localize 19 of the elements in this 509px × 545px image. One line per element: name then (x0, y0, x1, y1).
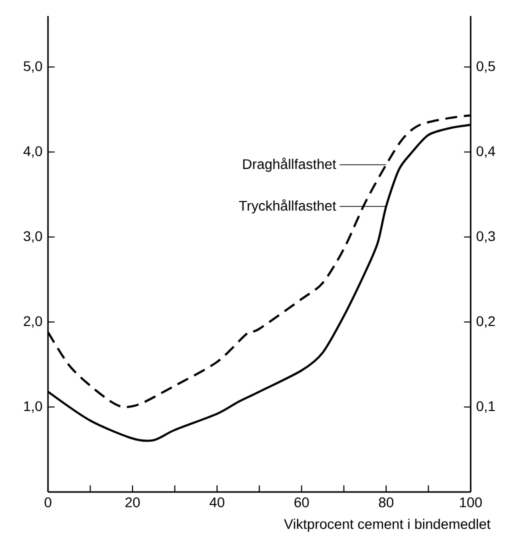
x-tick-label: 40 (210, 497, 224, 508)
annotation: Draghållfasthet (243, 158, 336, 172)
x-tick-label: 20 (125, 497, 140, 508)
y-tick-label: 5,0 (24, 61, 42, 73)
y2-tick-label: 0,2 (476, 316, 495, 328)
y2-tick-label: 0,1 (476, 401, 495, 413)
y-tick-label: 4,0 (23, 146, 42, 158)
annotation: Tryckhållfasthet (239, 199, 336, 214)
y-tick-label: 1,0 (24, 401, 42, 413)
y-tick-label: 2,0 (24, 316, 42, 328)
y2-tick-label: 0,4 (476, 146, 496, 158)
y-tick-label: 3,0 (24, 231, 42, 243)
y2-tick-label: 0,3 (476, 231, 495, 243)
y2-tick-label: 0,5 (476, 61, 495, 73)
x-tick-label: 60 (294, 497, 309, 508)
x-tick-label: 0 (44, 497, 52, 508)
x-tick-label: 100 (460, 497, 482, 508)
x-tick-label: 80 (378, 497, 394, 508)
x-axis-title: Viktprocent cement i bindemedlet (284, 518, 490, 532)
